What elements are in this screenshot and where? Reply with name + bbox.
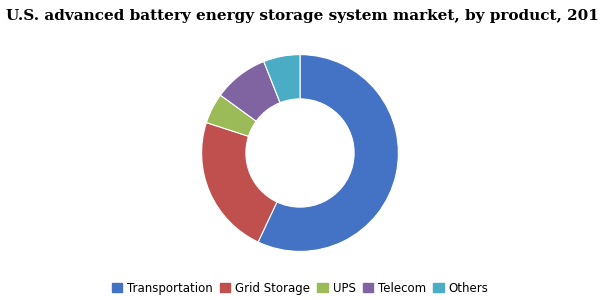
Wedge shape <box>206 95 256 136</box>
Legend: Transportation, Grid Storage, UPS, Telecom, Others: Transportation, Grid Storage, UPS, Telec… <box>107 277 493 300</box>
Wedge shape <box>220 61 280 121</box>
Wedge shape <box>202 123 277 242</box>
Wedge shape <box>258 55 398 251</box>
Wedge shape <box>264 55 300 103</box>
Text: U.S. advanced battery energy storage system market, by product, 2015 (%): U.S. advanced battery energy storage sys… <box>6 9 600 23</box>
